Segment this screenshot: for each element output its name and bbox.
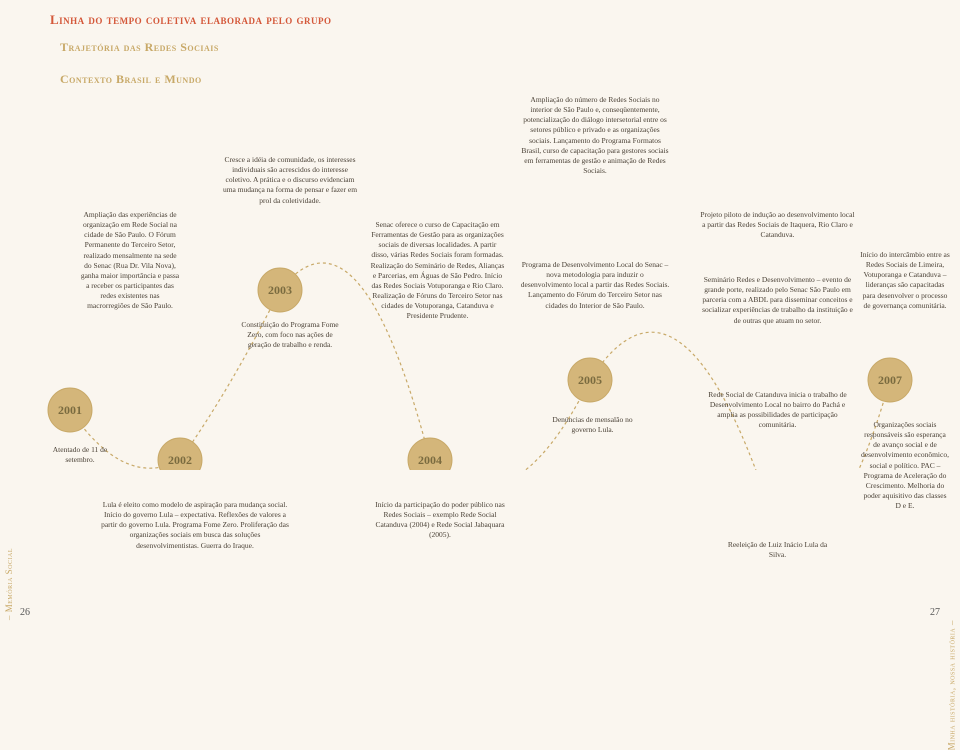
sub-title: Trajetória das Redes Sociais	[60, 40, 219, 55]
year-label-2007: 2007	[878, 373, 902, 387]
textblock-b2004a: Senac oferece o curso de Capacitação em …	[370, 220, 505, 321]
textblock-b2006b: Seminário Redes e Desenvolvimento – even…	[700, 275, 855, 326]
page-number-right: 27	[930, 607, 940, 618]
textblock-b2005b: Programa de Desenvolvimento Local do Sen…	[520, 260, 670, 311]
textblock-b2007a: Início do intercâmbio entre as Redes Soc…	[860, 250, 950, 311]
textblock-b2006a: Projeto piloto de indução ao desenvolvim…	[700, 210, 855, 240]
page-number-left: 26	[20, 607, 30, 618]
year-label-2003: 2003	[268, 283, 292, 297]
textblock-b2003b: Constituição do Programa Fome Zero, com …	[240, 320, 340, 350]
textblock-b2001a: Ampliação das experiências de organizaçã…	[80, 210, 180, 311]
textblock-b2004b: Início da participação do poder público …	[375, 500, 505, 541]
context-title: Contexto Brasil e Mundo	[60, 72, 202, 87]
right-vertical-label: Minha história, nossa história –	[946, 620, 956, 750]
textblock-b2005a: Ampliação do número de Redes Sociais no …	[520, 95, 670, 176]
year-label-2005: 2005	[578, 373, 602, 387]
left-vertical-label: – Memória Social	[4, 548, 14, 620]
textblock-b2006d: Reeleição de Luiz Inácio Lula da Silva.	[720, 540, 835, 560]
textblock-b2002: Lula é eleito como modelo de aspiração p…	[100, 500, 290, 551]
textblock-b2005c: Denúncias de mensalão no governo Lula.	[545, 415, 640, 435]
main-title: Linha do tempo coletiva elaborada pelo g…	[50, 12, 332, 28]
year-label-2004: 2004	[418, 453, 442, 467]
year-label-2002: 2002	[168, 453, 192, 467]
textblock-b2006c: Rede Social de Catanduva inicia o trabal…	[700, 390, 855, 431]
textblock-b2003a: Cresce a idéia de comunidade, os interes…	[220, 155, 360, 206]
year-label-2001: 2001	[58, 403, 82, 417]
textblock-b2001b: Atentado de 11 de setembro.	[40, 445, 120, 465]
textblock-b2007b: Organizações sociais responsáveis são es…	[860, 420, 950, 511]
